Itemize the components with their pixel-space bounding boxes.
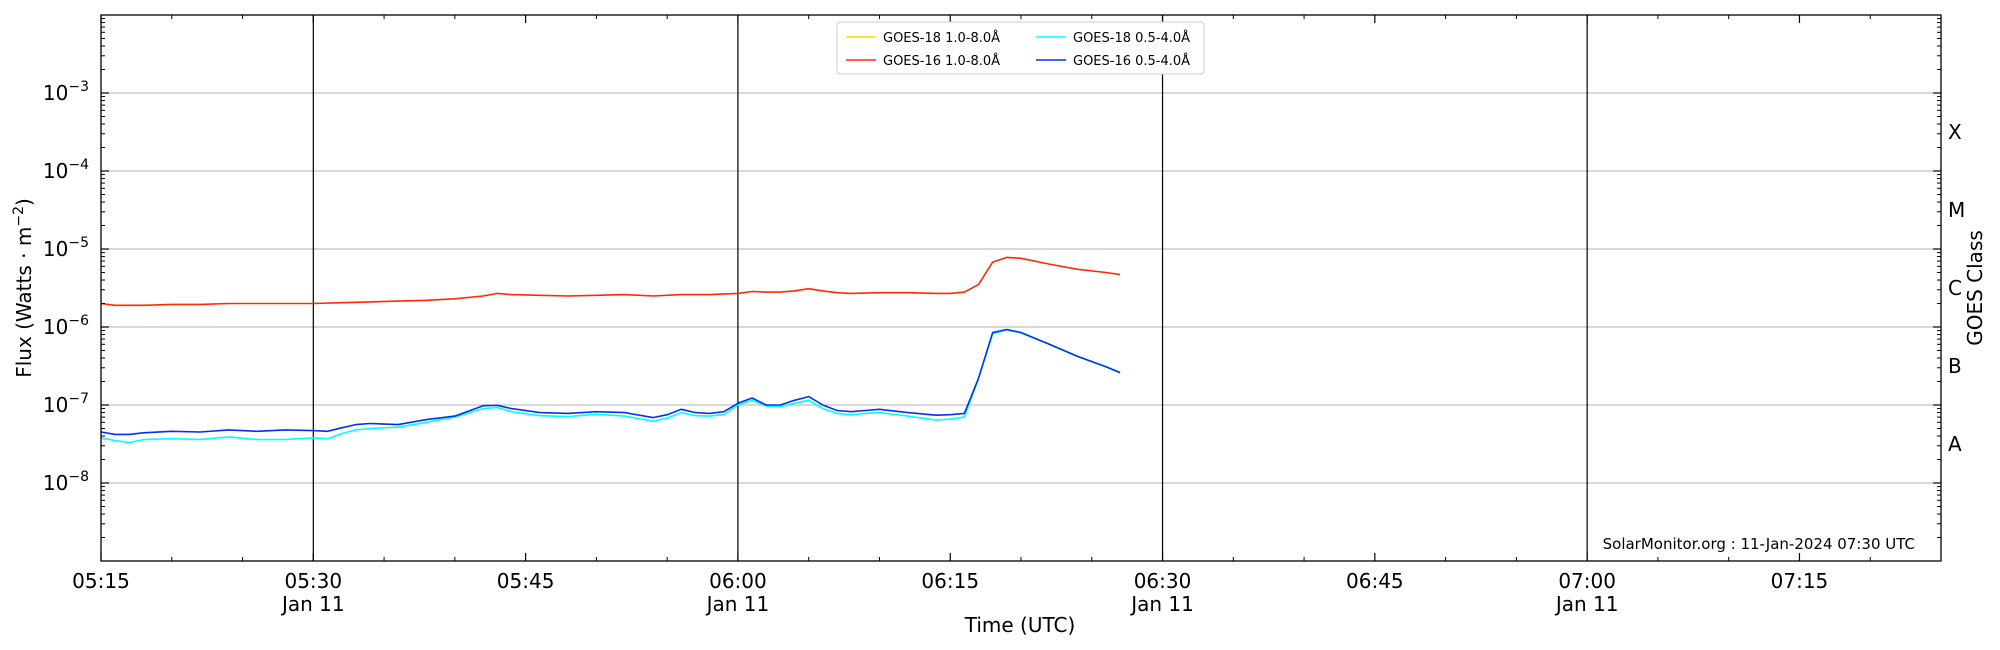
day-marker-lines (312, 15, 1588, 561)
x-tick-label: 07:15 (1771, 569, 1829, 593)
y-tick-label: 10−6 (43, 313, 89, 339)
y-tick-label: 10−8 (43, 469, 89, 495)
goes-class-labels: A B C M X (1948, 120, 1965, 456)
x-tick-label: 06:45 (1346, 569, 1404, 593)
y-tick-label: 10−4 (43, 157, 89, 183)
legend-box (836, 21, 1205, 75)
goes-class-c: C (1948, 276, 1962, 300)
goes-class-a: A (1948, 432, 1962, 456)
series-line-1 (100, 328, 1121, 444)
legend-label-3: GOES-16 0.5-4.0Å (1073, 53, 1190, 69)
credit-text: SolarMonitor.org : 11-Jan-2024 07:30 UTC (1603, 535, 1915, 553)
goes-class-axis-title: GOES Class (1963, 230, 1987, 346)
series-line-2 (100, 256, 1121, 307)
series-line-3 (100, 328, 1121, 436)
y-axis-title-exponent: −2 (11, 206, 27, 227)
plot-frame (100, 14, 1942, 562)
x-tick-date-label: Jan 11 (705, 592, 770, 616)
y-tick-label: 10−7 (43, 391, 89, 417)
y-axis-title: Flux (Watts · m−2) (11, 198, 36, 378)
x-tick-date-label: Jan 11 (1554, 592, 1619, 616)
x-axis-title: Time (UTC) (964, 613, 1076, 637)
series-lines (100, 256, 1121, 444)
x-tick-label: 07:00 (1558, 569, 1616, 593)
legend-label-0: GOES-18 1.0-8.0Å (883, 30, 1000, 46)
x-tick-date-label: Jan 11 (280, 592, 345, 616)
y-axis-ticks: 10−8 10−7 10−6 10−5 10−4 10−3 (43, 18, 1941, 539)
goes-class-x: X (1948, 120, 1962, 144)
x-tick-label: 05:30 (284, 569, 342, 593)
legend-label-1: GOES-18 0.5-4.0Å (1073, 30, 1190, 46)
goes-class-b: B (1948, 354, 1962, 378)
goes-class-m: M (1948, 198, 1965, 222)
x-tick-label: 06:30 (1134, 569, 1192, 593)
x-tick-label: 06:00 (709, 569, 767, 593)
legend: GOES-18 1.0-8.0Å GOES-18 0.5-4.0Å GOES-16 … (836, 21, 1205, 75)
legend-label-2: GOES-16 1.0-8.0Å (883, 53, 1000, 69)
y-tick-label: 10−3 (43, 79, 89, 105)
x-tick-label: 06:15 (921, 569, 979, 593)
x-tick-label: 05:45 (497, 569, 555, 593)
grid-lines (101, 92, 1941, 484)
x-tick-label: 05:15 (72, 569, 130, 593)
y-tick-label: 10−5 (43, 235, 89, 261)
x-tick-date-label: Jan 11 (1129, 592, 1194, 616)
